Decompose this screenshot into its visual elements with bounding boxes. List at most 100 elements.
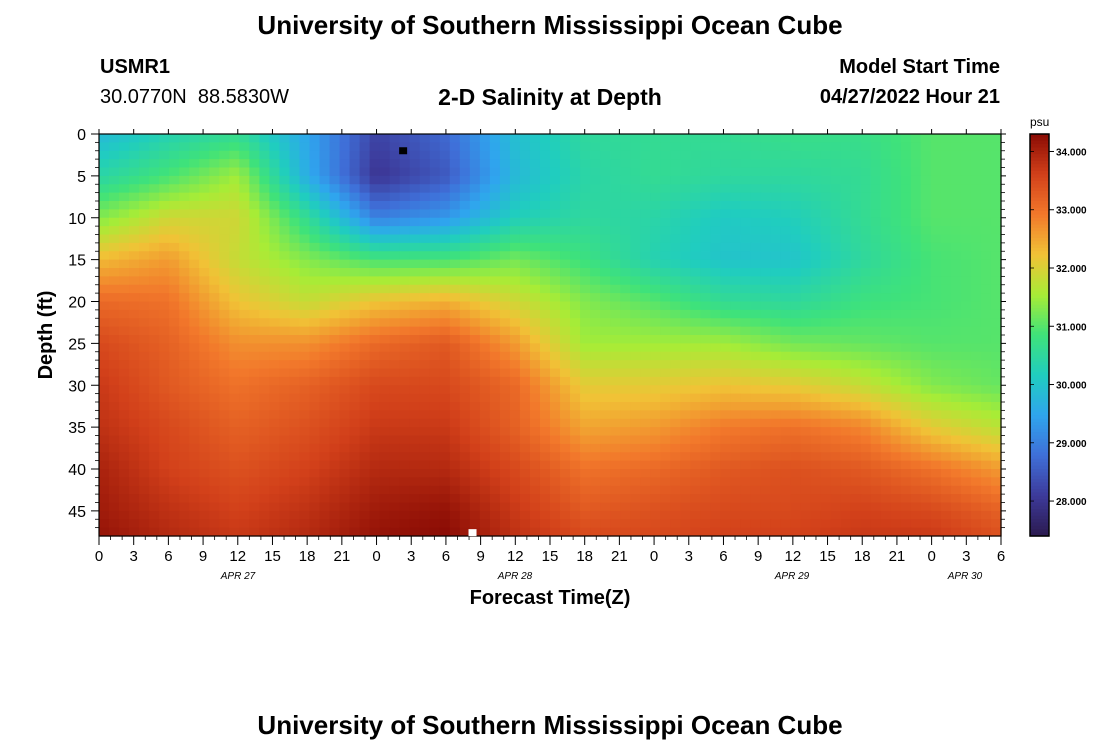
heatmap-cell <box>239 326 250 336</box>
heatmap-cell <box>209 393 220 403</box>
heatmap-cell <box>640 175 651 185</box>
heatmap-cell <box>109 226 120 236</box>
heatmap-cell <box>720 410 731 420</box>
colorbar-swatch <box>1030 385 1049 390</box>
heatmap-cell <box>870 259 882 269</box>
colorbar-swatch <box>1030 391 1049 396</box>
heatmap-cell <box>419 376 431 386</box>
heatmap-cell <box>499 150 511 160</box>
heatmap-cell <box>780 201 792 210</box>
heatmap-cell <box>690 418 701 428</box>
heatmap-cell <box>980 393 992 403</box>
heatmap-cell <box>209 494 220 504</box>
colorbar-swatch <box>1030 485 1049 490</box>
heatmap-cell <box>269 309 280 319</box>
heatmap-cell <box>139 226 150 236</box>
heatmap-cell <box>640 443 651 453</box>
heatmap-cell <box>529 527 541 537</box>
heatmap-cell <box>770 335 782 344</box>
heatmap-cell <box>369 469 381 478</box>
heatmap-cell <box>199 393 210 403</box>
heatmap-cell <box>750 510 762 520</box>
heatmap-cell <box>449 276 461 286</box>
heatmap-cell <box>149 527 160 537</box>
heatmap-cell <box>800 393 812 403</box>
heatmap-cell <box>459 175 471 185</box>
heatmap-cell <box>529 209 541 219</box>
heatmap-cell <box>970 301 982 311</box>
heatmap-cell <box>399 427 411 437</box>
heatmap-cell <box>319 485 331 495</box>
heatmap-cell <box>509 351 521 361</box>
heatmap-cell <box>499 443 511 453</box>
heatmap-cell <box>840 368 852 378</box>
heatmap-cell <box>760 159 772 169</box>
heatmap-cell <box>750 368 762 378</box>
heatmap-cell <box>920 276 932 286</box>
heatmap-cell <box>740 192 752 202</box>
heatmap-cell <box>990 494 1002 504</box>
heatmap-cell <box>590 477 601 487</box>
heatmap-cell <box>860 494 872 504</box>
heatmap-cell <box>750 242 762 252</box>
heatmap-cell <box>359 527 371 537</box>
heatmap-cell <box>850 485 862 495</box>
heatmap-cell <box>309 485 321 495</box>
heatmap-cell <box>970 443 982 453</box>
heatmap-cell <box>249 427 260 437</box>
heatmap-cell <box>890 485 902 495</box>
heatmap-cell <box>199 142 210 152</box>
heatmap-cell <box>630 494 641 504</box>
heatmap-cell <box>209 485 220 495</box>
heatmap-cell <box>900 360 912 370</box>
heatmap-cell <box>109 502 120 512</box>
heatmap-cell <box>620 309 631 319</box>
heatmap-cell <box>389 234 401 244</box>
colorbar-swatch <box>1030 499 1049 504</box>
heatmap-cell <box>740 175 752 185</box>
heatmap-cell <box>189 351 200 361</box>
heatmap-cell <box>189 276 200 286</box>
heatmap-cell <box>900 427 912 437</box>
heatmap-cell <box>249 494 260 504</box>
heatmap-cell <box>269 318 280 328</box>
heatmap-cell <box>499 226 511 236</box>
heatmap-cell <box>760 360 772 370</box>
heatmap-cell <box>840 502 852 512</box>
heatmap-cell <box>900 376 912 386</box>
heatmap-cell <box>900 175 912 185</box>
heatmap-cell <box>640 502 651 512</box>
heatmap-cell <box>550 318 561 328</box>
heatmap-cell <box>119 376 130 386</box>
heatmap-cell <box>860 150 872 160</box>
heatmap-cell <box>700 209 711 219</box>
heatmap-cell <box>810 234 822 244</box>
heatmap-cell <box>499 460 511 470</box>
heatmap-cell <box>830 510 842 520</box>
heatmap-cell <box>399 175 411 185</box>
heatmap-cell <box>99 184 110 194</box>
heatmap-cells <box>99 134 1002 537</box>
heatmap-cell <box>910 402 922 411</box>
colorbar-swatch <box>1030 160 1049 165</box>
heatmap-cell <box>740 234 752 244</box>
heatmap-cell <box>389 485 401 495</box>
heatmap-cell <box>449 301 461 311</box>
heatmap-cell <box>610 251 621 261</box>
heatmap-cell <box>750 251 762 261</box>
heatmap-cell <box>449 485 461 495</box>
heatmap-cell <box>750 284 762 294</box>
heatmap-cell <box>790 410 802 420</box>
heatmap-cell <box>570 268 581 277</box>
heatmap-cell <box>539 494 551 504</box>
heatmap-cell <box>159 443 170 453</box>
heatmap-cell <box>850 368 862 378</box>
heatmap-cell <box>810 460 822 470</box>
heatmap-cell <box>790 485 802 495</box>
heatmap-cell <box>469 301 481 311</box>
heatmap-cell <box>189 326 200 336</box>
heatmap-cell <box>940 335 952 344</box>
heatmap-cell <box>129 502 140 512</box>
heatmap-cell <box>189 510 200 520</box>
heatmap-cell <box>770 393 782 403</box>
